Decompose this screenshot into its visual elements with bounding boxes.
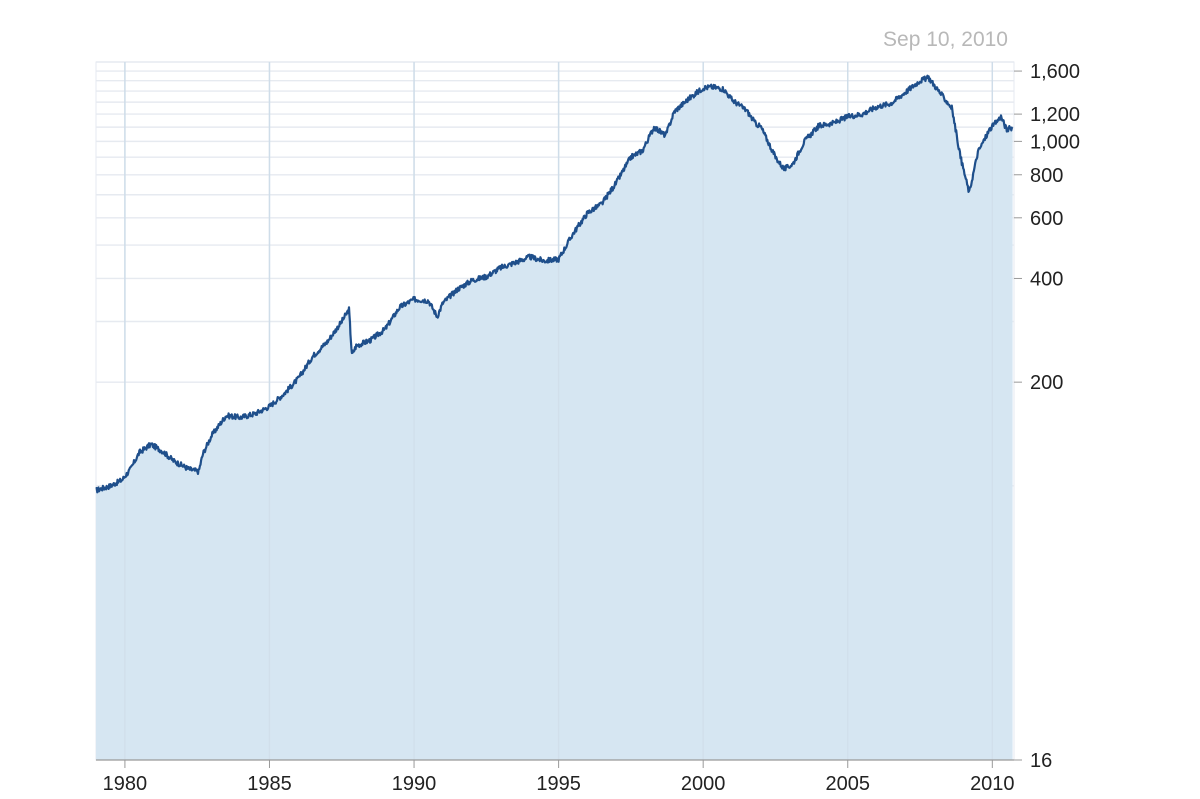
x-tick-label: 1990 xyxy=(392,773,437,795)
x-tick-label: 1995 xyxy=(536,773,581,795)
y-tick-label: 16 xyxy=(1030,750,1052,772)
y-tick-label: 400 xyxy=(1030,268,1063,290)
x-tick-label: 1985 xyxy=(247,773,292,795)
series-line xyxy=(95,74,1014,494)
area-layer xyxy=(95,62,1014,760)
y-tick-label: 600 xyxy=(1030,208,1063,230)
x-tick-label: 1980 xyxy=(103,773,148,795)
x-tick-label: 2000 xyxy=(681,773,726,795)
y-tick-label: 800 xyxy=(1030,165,1063,187)
y-tick-label: 1,600 xyxy=(1030,61,1080,83)
y-tick-label: 200 xyxy=(1030,372,1063,394)
y-tick-label: 1,000 xyxy=(1030,131,1080,153)
y-tick-label: 1,200 xyxy=(1030,104,1080,126)
x-tick-label: 2010 xyxy=(970,773,1015,795)
chart-date-label: Sep 10, 2010 xyxy=(883,28,1008,51)
x-tick-label: 2005 xyxy=(825,773,870,795)
series-area-fill xyxy=(96,75,1013,760)
axis-layer: 16 200 400 600 800 1,000 1,200 1,600 1980 1985 199… xyxy=(96,61,1080,795)
